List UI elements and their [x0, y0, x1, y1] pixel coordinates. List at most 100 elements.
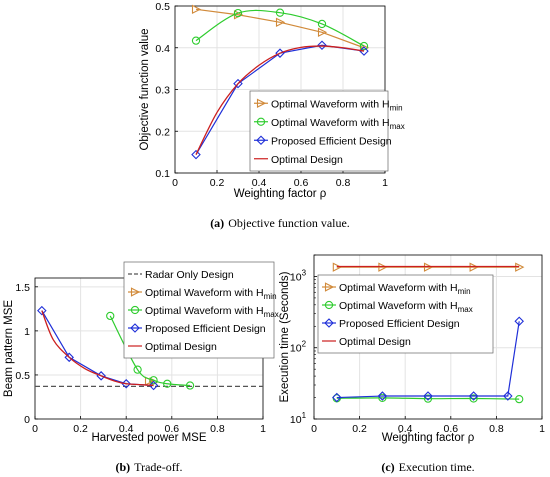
x-axis-label: Weighting factor ρ — [234, 188, 327, 200]
plot-frame — [174, 5, 386, 174]
series-line-proposed — [336, 321, 520, 399]
x-tick-label: 0.8 — [489, 423, 504, 435]
series-optimal — [195, 45, 365, 155]
data-point-hmin — [423, 262, 434, 272]
legend-label-hmax: Optimal Waveform with Hmax — [339, 300, 473, 314]
legend-label-hmax: Optimal Waveform with Hmax — [271, 117, 405, 131]
data-point-proposed — [64, 352, 74, 363]
series-line-hmax — [336, 397, 520, 400]
x-tick-label: 1 — [382, 177, 388, 189]
legend-text: Optimal Waveform with H — [145, 305, 264, 317]
data-point-hmax — [275, 8, 285, 17]
caption-text: Objective function value. — [228, 216, 350, 230]
series-line-optimal — [195, 45, 365, 155]
x-tick-label: 0.6 — [164, 423, 179, 435]
x-tick-label: 0 — [32, 423, 38, 435]
legend-marker-hmin — [256, 98, 267, 108]
y-tick-exp: 2 — [302, 340, 307, 349]
data-point-proposed — [148, 380, 159, 391]
legend-subscript: max — [458, 305, 473, 314]
data-point-hmax — [106, 311, 115, 321]
legend-marker-proposed — [256, 135, 266, 146]
legend-label-hmin: Optimal Waveform with Hmin — [145, 287, 277, 301]
legend-text: Proposed Efficient Design — [339, 318, 460, 330]
legend: Radar Only Design Optimal Waveform with H… — [123, 261, 279, 359]
legend-text: Optimal Waveform with H — [339, 282, 458, 294]
data-point-proposed — [377, 391, 388, 401]
data-point-proposed — [468, 391, 479, 401]
legend-marker-hmax — [256, 117, 266, 126]
data-point-hmax — [469, 394, 478, 403]
data-point-hmax — [163, 379, 172, 388]
y-tick-exp: 1 — [302, 411, 307, 420]
legend: Optimal Waveform with Hmin Optimal Wavefo… — [317, 274, 494, 354]
series-optimal — [41, 310, 154, 387]
y-tick-label: 1.5 — [15, 282, 30, 294]
legend-text: Optimal Design — [339, 336, 411, 348]
y-tick-base: 10 — [290, 414, 302, 426]
x-tick-label: 0.4 — [252, 177, 267, 189]
data-point-hmin — [317, 27, 328, 37]
x-tick-label: 0.4 — [119, 423, 134, 435]
data-point-hmax — [149, 376, 158, 385]
x-tick-label: 0.4 — [398, 423, 413, 435]
x-tick-label: 0.2 — [210, 177, 225, 189]
legend-label-radar: Radar Only Design — [145, 269, 234, 281]
data-point-proposed — [317, 40, 327, 51]
legend-box — [249, 90, 389, 172]
data-point-hmin — [191, 4, 202, 15]
legend-marker-hmin — [324, 282, 335, 292]
x-tick-label: 0.6 — [443, 423, 458, 435]
data-point-proposed — [37, 305, 47, 316]
legend-subscript: min — [458, 287, 471, 296]
x-tick-label: 0.6 — [294, 177, 309, 189]
legend-text: Optimal Design — [271, 154, 343, 166]
legend-text: Proposed Efficient Design — [271, 135, 392, 147]
legend-label-hmax: Optimal Waveform with Hmax — [145, 305, 279, 319]
legend-text: Optimal Design — [145, 341, 217, 353]
data-point-proposed — [191, 149, 201, 160]
y-tick-base: 10 — [290, 343, 302, 355]
data-point-proposed — [514, 316, 524, 327]
legend-label-hmin: Optimal Waveform with Hmin — [271, 98, 403, 112]
legend-subscript: max — [390, 122, 405, 131]
y-tick-label: 0.4 — [155, 43, 170, 55]
x-axis-label: Weighting factor ρ — [382, 432, 475, 444]
y-tick-label: 1 — [24, 326, 30, 338]
chart-a: 0 0.2 0.4 0.6 0.8 1 0.1 0.2 0.3 0.4 0.5 Weighting f… — [139, 1, 405, 230]
legend-marker-proposed — [130, 323, 140, 333]
series-proposed — [332, 316, 524, 403]
data-point-proposed — [423, 391, 433, 401]
legend-marker-hmin — [130, 287, 141, 297]
data-point-hmin — [469, 262, 479, 272]
data-point-hmax — [359, 41, 369, 51]
x-tick-label: 0.8 — [336, 177, 351, 189]
legend-box — [123, 261, 275, 359]
caption: (b) Trade-off. — [116, 460, 183, 474]
data-point-hmax — [191, 36, 201, 45]
data-point-hmax — [423, 394, 433, 403]
legend-marker-proposed — [324, 318, 334, 328]
y-axis-label: Beam pattern MSE — [3, 300, 15, 397]
legend-text: Optimal Waveform with H — [271, 117, 390, 129]
data-point-hmax — [515, 394, 524, 404]
caption-label: (b) — [116, 460, 131, 474]
data-point-proposed — [121, 378, 131, 389]
series-line-optimal — [41, 310, 154, 387]
y-tick-label: 0.3 — [155, 85, 170, 97]
y-tick-label: 0 — [24, 414, 30, 426]
caption: (c) Execution time. — [381, 460, 474, 474]
data-point-hmin — [515, 262, 525, 272]
legend-label-proposed: Proposed Efficient Design — [271, 135, 392, 147]
caption-text: Trade-off. — [134, 460, 182, 474]
y-tick-exp: 3 — [302, 268, 307, 277]
data-point-hmin — [332, 262, 343, 272]
legend-text: Optimal Waveform with H — [271, 98, 390, 110]
data-point-proposed — [233, 78, 243, 89]
x-tick-label: 1 — [260, 423, 266, 435]
caption-text: Execution time. — [399, 460, 475, 474]
y-tick-base: 10 — [290, 271, 302, 283]
